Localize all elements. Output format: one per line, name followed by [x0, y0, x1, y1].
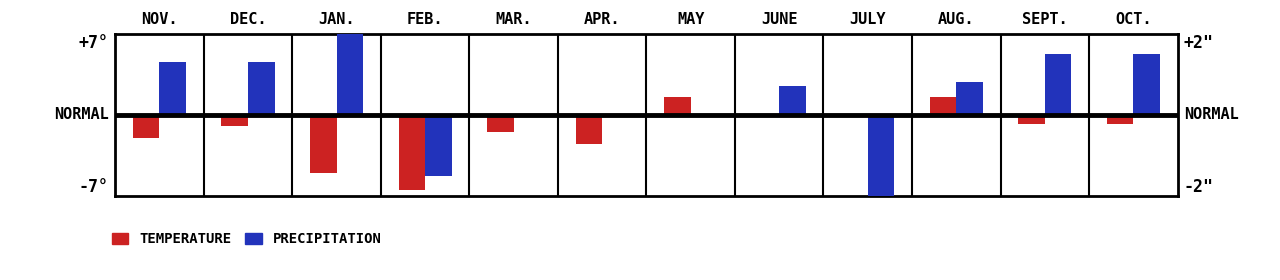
Bar — [1133, 54, 1160, 115]
Text: -7°: -7° — [79, 178, 109, 196]
Legend: TEMPERATURE, PRECIPITATION: TEMPERATURE, PRECIPITATION — [111, 232, 381, 246]
Bar — [337, 34, 364, 115]
Text: -2": -2" — [1184, 178, 1213, 196]
Text: +7°: +7° — [79, 34, 109, 52]
Bar — [956, 82, 983, 115]
Bar — [1107, 115, 1133, 124]
Bar — [780, 87, 805, 115]
Bar — [310, 115, 337, 173]
Bar — [1018, 115, 1044, 124]
Text: NORMAL: NORMAL — [1184, 107, 1239, 122]
Text: NORMAL: NORMAL — [54, 107, 109, 122]
Bar — [398, 115, 425, 190]
Bar — [664, 97, 691, 115]
Bar — [133, 115, 160, 138]
Bar — [425, 115, 452, 176]
Bar — [1044, 54, 1071, 115]
Text: +2": +2" — [1184, 34, 1213, 52]
Bar — [486, 115, 513, 132]
Bar — [221, 115, 248, 126]
Bar — [248, 62, 274, 115]
Bar — [160, 62, 186, 115]
Bar — [929, 97, 956, 115]
Bar — [576, 115, 602, 144]
Bar — [868, 115, 895, 196]
